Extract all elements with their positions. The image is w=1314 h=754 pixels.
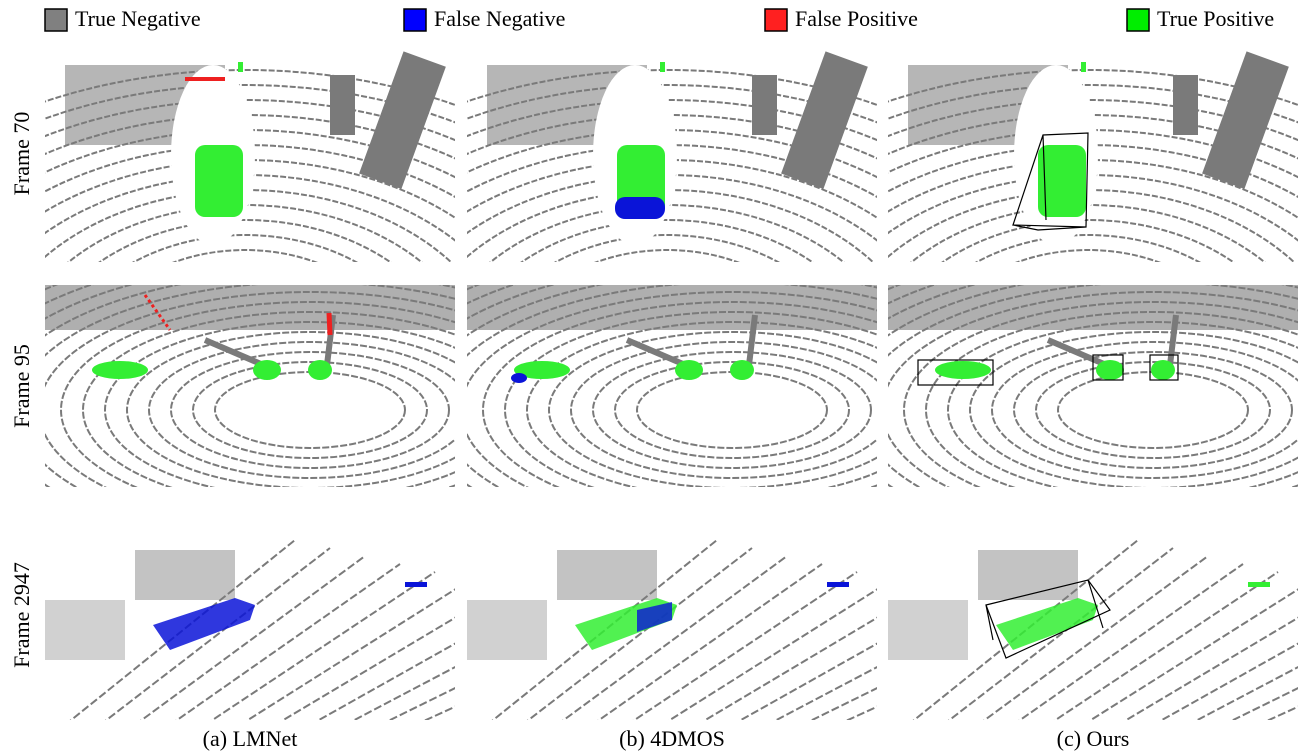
- object: [827, 582, 849, 587]
- pillar: [359, 51, 446, 189]
- object: [675, 360, 703, 380]
- building: [888, 285, 1298, 330]
- object: [511, 373, 527, 383]
- building: [467, 600, 547, 660]
- object: [308, 360, 332, 380]
- object: [253, 360, 281, 380]
- scan-ring: [335, 145, 999, 605]
- building: [45, 285, 455, 330]
- column-caption: (b) 4DMOS: [619, 726, 725, 751]
- scan-line: [1153, 596, 1314, 725]
- scan-ring: [0, 130, 601, 620]
- pillar: [752, 75, 777, 135]
- building: [45, 600, 125, 660]
- scan-line: [205, 572, 435, 725]
- scan-line: [1048, 572, 1278, 725]
- scan-ring: [0, 145, 577, 605]
- legend-label: True Positive: [1157, 6, 1274, 31]
- object: [935, 361, 991, 379]
- scan-line: [1293, 628, 1314, 725]
- legend-label: False Positive: [795, 6, 918, 31]
- object: [1151, 360, 1175, 380]
- pillar: [330, 75, 355, 135]
- scan-ring: [407, 190, 927, 560]
- building: [888, 600, 968, 660]
- legend-swatch: [45, 9, 67, 31]
- legend-swatch: [1127, 9, 1149, 31]
- object: [660, 62, 665, 72]
- object: [329, 313, 330, 335]
- object: [1081, 62, 1086, 72]
- building: [467, 285, 877, 330]
- pillar: [1202, 51, 1289, 189]
- empty-region: [644, 378, 820, 442]
- scan-ring: [852, 205, 1314, 545]
- legend-swatch: [765, 9, 787, 31]
- scan-ring: [0, 190, 505, 560]
- object: [92, 361, 148, 379]
- empty-region: [222, 378, 398, 442]
- pillar: [1173, 75, 1198, 135]
- legend-label: False Negative: [434, 6, 565, 31]
- row-label: Frame 2947: [9, 562, 34, 668]
- column-caption: (a) LMNet: [203, 726, 298, 751]
- scan-ring: [431, 205, 903, 545]
- object: [1248, 582, 1270, 587]
- building: [978, 550, 1078, 600]
- object: [405, 582, 427, 587]
- legend-label: True Negative: [75, 6, 201, 31]
- legend-swatch: [404, 9, 426, 31]
- row-label: Frame 95: [9, 344, 34, 428]
- object: [1096, 360, 1124, 380]
- object: [238, 62, 243, 72]
- empty-region: [1065, 378, 1241, 442]
- panel: [888, 540, 1314, 725]
- object: [153, 598, 255, 650]
- figure: True Negative False Negative False Positiv…: [0, 0, 1314, 754]
- scan-line: [1188, 604, 1314, 725]
- building: [135, 550, 235, 600]
- object: [730, 360, 754, 380]
- scan-ring: [9, 205, 481, 545]
- scan-line: [627, 572, 857, 725]
- scan-ring: [359, 160, 975, 590]
- row-label: Frame 70: [9, 112, 34, 196]
- pillar: [781, 51, 868, 189]
- column-caption: (c) Ours: [1057, 726, 1130, 751]
- object: [615, 197, 665, 219]
- object: [996, 598, 1098, 650]
- object: [195, 145, 243, 217]
- scan-line: [1118, 588, 1314, 725]
- building: [557, 550, 657, 600]
- object: [185, 77, 225, 81]
